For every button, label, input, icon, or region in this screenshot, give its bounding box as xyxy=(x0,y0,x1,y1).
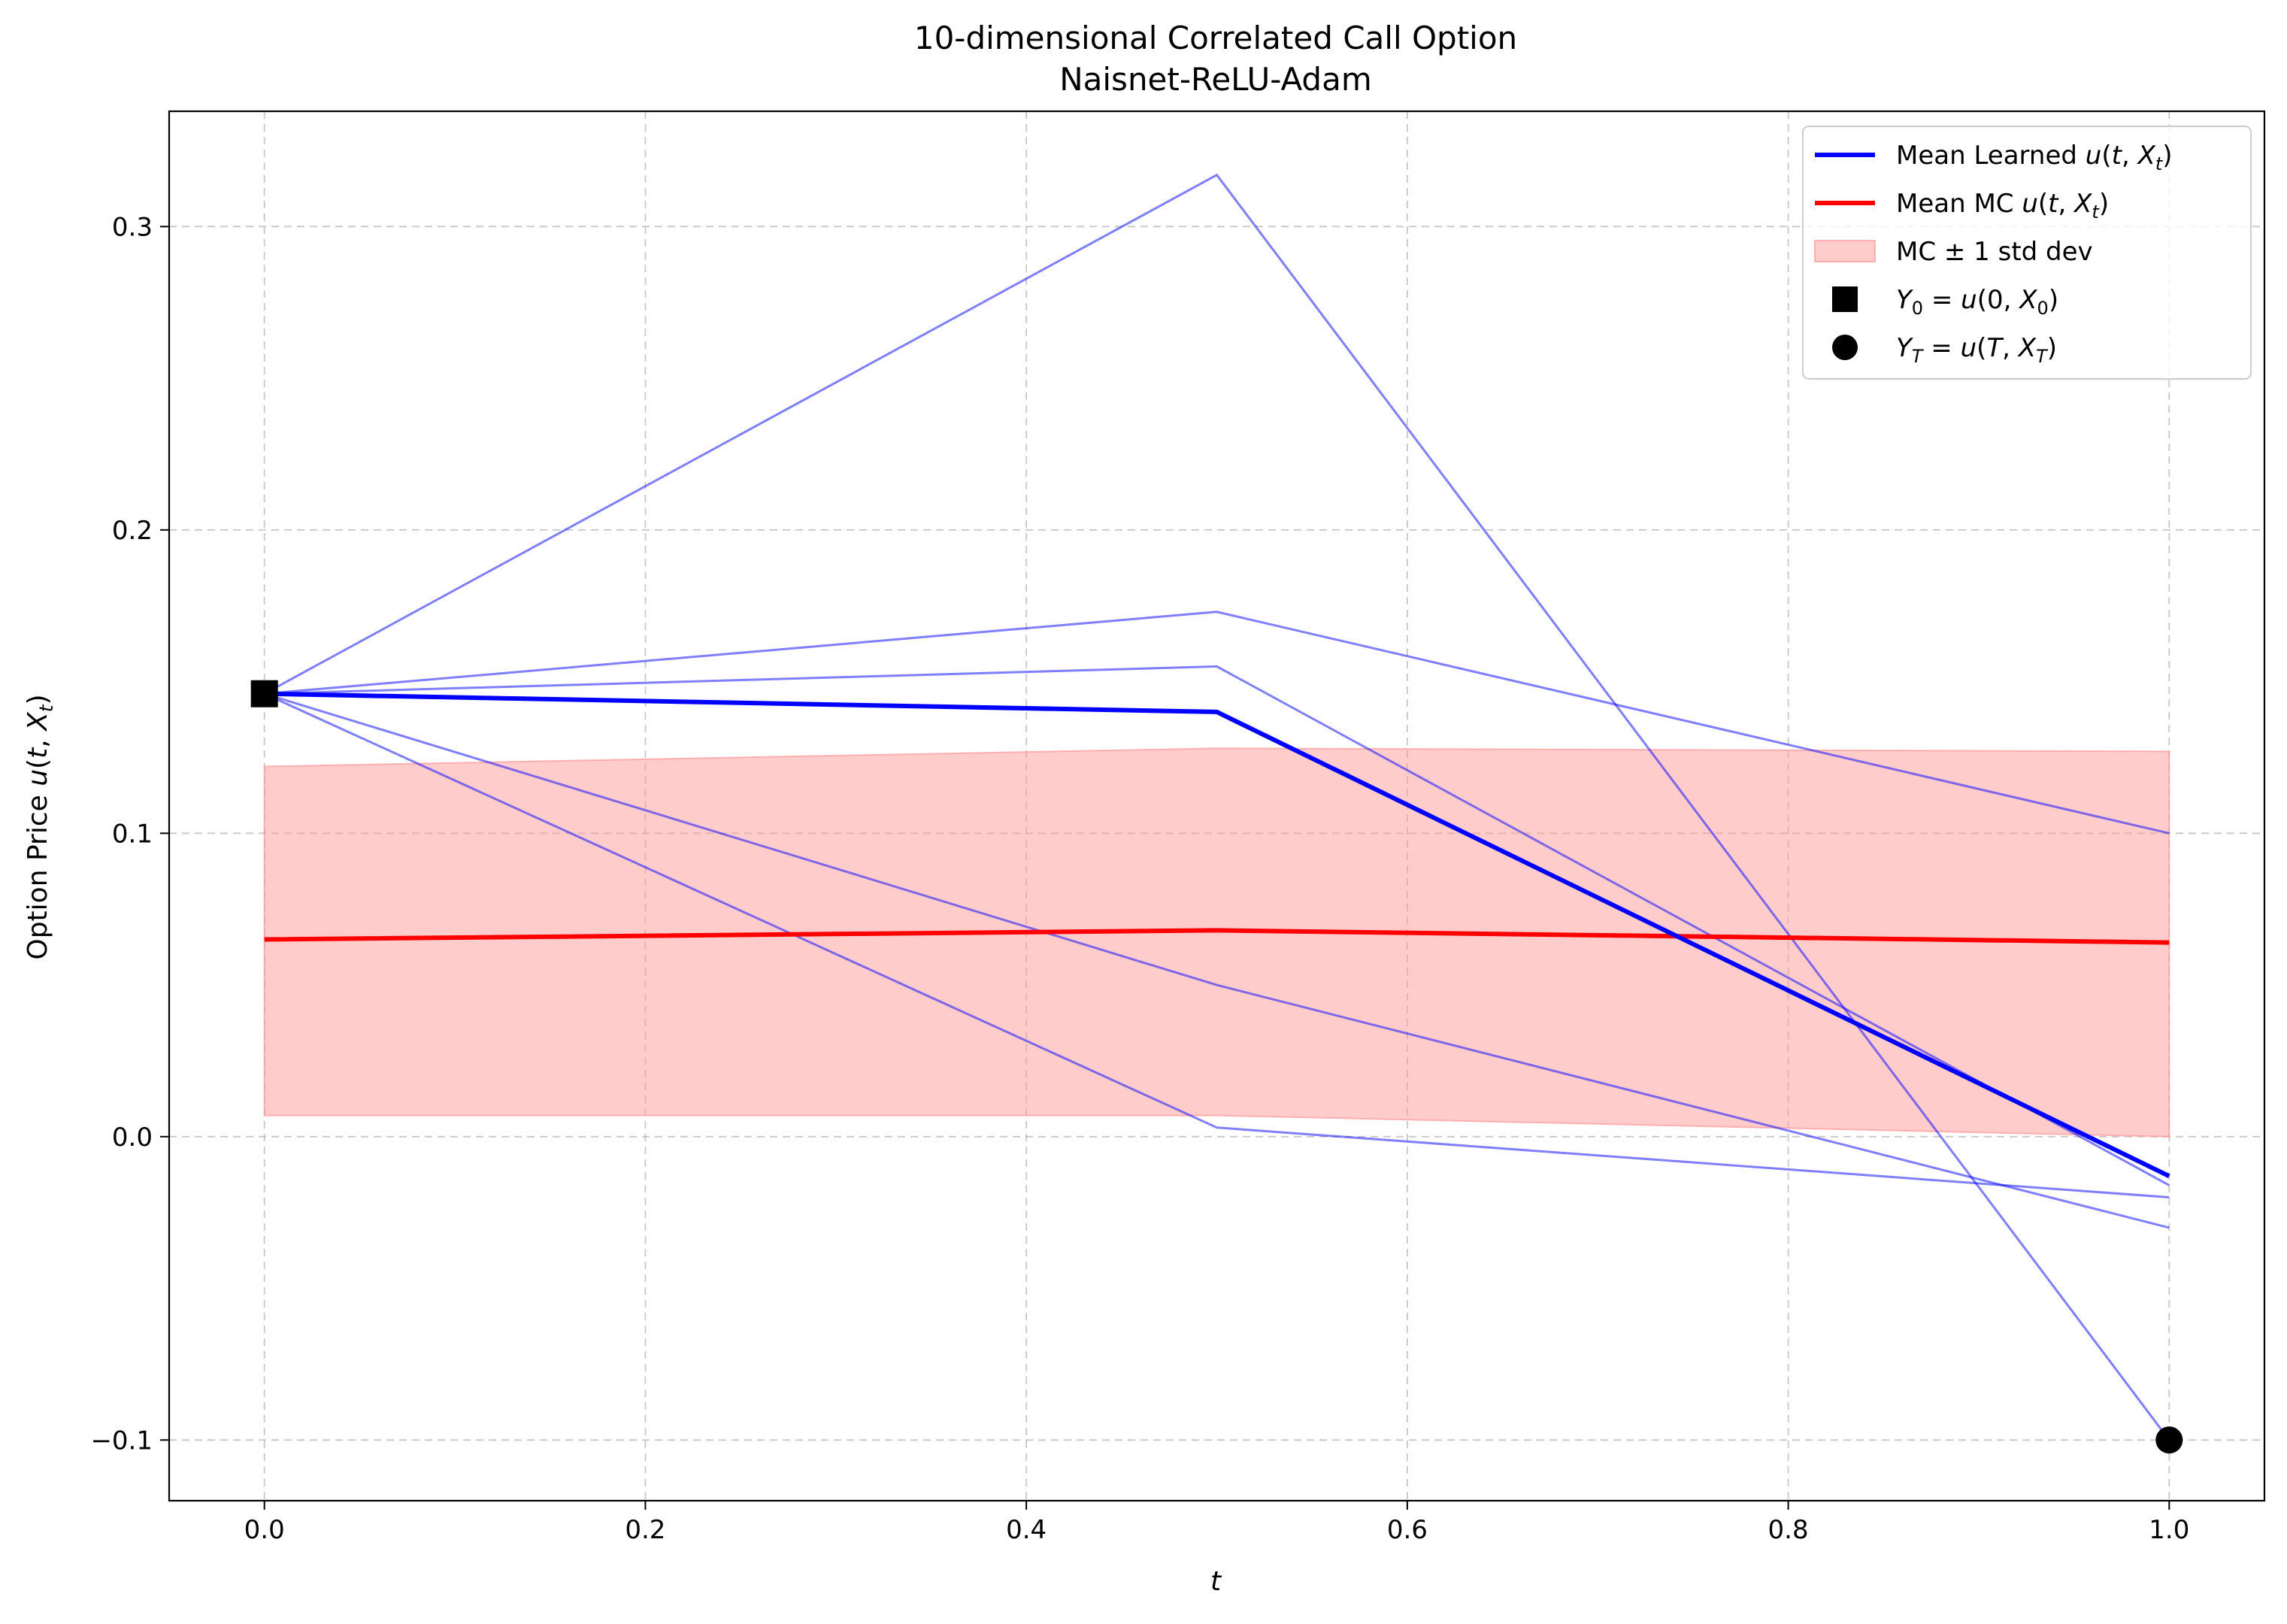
y-tick-label-4: 0.3 xyxy=(112,212,153,242)
legend-label-0-part-6: t xyxy=(2155,153,2164,174)
legend-label-4-part-5: T xyxy=(1986,333,2004,363)
y-label-open: ( xyxy=(23,759,53,769)
legend-label-3-part-3: u xyxy=(1961,285,1977,315)
legend-label-1-part-2: ( xyxy=(2038,189,2048,219)
legend-label-3-part-5: X xyxy=(2018,285,2037,315)
legend-label-3-part-1: 0 xyxy=(1912,298,1923,319)
legend-label-1-part-1: u xyxy=(2022,189,2038,219)
legend-label-0-part-5: X xyxy=(2137,141,2156,171)
plot-frame xyxy=(168,110,2266,1502)
legend: Mean Learned u(t, Xt)Mean MC u(t, Xt)MC … xyxy=(1802,126,2252,380)
legend-label-0-part-3: t xyxy=(2112,141,2123,171)
y-label-arg2: X xyxy=(23,711,53,732)
x-tick-label-4: 0.8 xyxy=(1768,1515,1809,1545)
legend-label-3-part-6: 0 xyxy=(2037,298,2049,319)
sample-path-4 xyxy=(264,692,2170,1198)
legend-label-4: YT = u(T, XT) xyxy=(1896,333,2057,367)
x-axis-label: t xyxy=(1210,1566,1222,1597)
y-tick-label-0: −0.1 xyxy=(90,1426,153,1456)
legend-label-1-part-3: t xyxy=(2048,189,2059,219)
x-tick-label-5: 1.0 xyxy=(2149,1515,2189,1545)
y-tick-label-3: 0.2 xyxy=(112,516,153,546)
legend-label-0-part-0: Mean Learned xyxy=(1896,141,2086,171)
y-label-func: u xyxy=(23,769,53,786)
series-layer xyxy=(264,691,2170,1178)
legend-label-1: Mean MC u(t, Xt) xyxy=(1896,189,2109,223)
yt-circle-marker xyxy=(2155,1426,2183,1454)
y-tick-label-2: 0.1 xyxy=(112,819,153,849)
x-tick-label-1: 0.2 xyxy=(625,1515,665,1545)
mc-std-band xyxy=(263,747,2170,1138)
mean-learned-line xyxy=(264,691,2170,1178)
sample-paths-layer xyxy=(263,173,2170,1441)
legend-label-3-part-0: Y xyxy=(1896,285,1913,315)
legend-label-4-part-8: T xyxy=(2036,346,2049,367)
sample-path-2 xyxy=(264,665,2170,1186)
legend-label-1-part-6: t xyxy=(2092,201,2100,223)
legend-label-4-part-4: ( xyxy=(1977,333,1986,363)
x-tick-label-0: 0.0 xyxy=(244,1515,285,1545)
legend-label-4-part-9: ) xyxy=(2047,333,2057,363)
x-tick-label-2: 0.4 xyxy=(1006,1515,1047,1545)
legend-label-0-part-7: ) xyxy=(2162,141,2172,171)
legend-label-1-part-7: ) xyxy=(2099,189,2109,219)
legend-swatch-3 xyxy=(1832,286,1858,312)
sample-path-3 xyxy=(264,692,2170,1229)
chart-subtitle: Naisnet-ReLU-Adam xyxy=(1059,61,1372,98)
y0-square-marker xyxy=(250,680,278,707)
legend-label-3-part-4: (0, xyxy=(1977,285,2020,315)
legend-label-3: Y0 = u(0, X0) xyxy=(1896,285,2058,319)
legend-label-2-part-0: MC ± 1 std dev xyxy=(1896,237,2093,267)
legend-label-0-part-2: ( xyxy=(2101,141,2111,171)
x-tick-label-3: 0.6 xyxy=(1387,1515,1428,1545)
legend-label-1-part-5: X xyxy=(2073,189,2092,219)
legend-label-1-part-4: , xyxy=(2058,189,2075,219)
legend-label-1-part-0: Mean MC xyxy=(1896,189,2022,219)
y-label-arg2-sub: t xyxy=(35,704,57,712)
y-axis-label: Option Price u(t, Xt) xyxy=(23,694,57,959)
legend-swatch-2 xyxy=(1814,240,1876,262)
markers-layer xyxy=(250,680,2183,1454)
band-layer xyxy=(263,747,2170,1138)
legend-label-2: MC ± 1 std dev xyxy=(1896,237,2093,267)
chart-title: 10-dimensional Correlated Call Option xyxy=(914,20,1517,56)
legend-label-4-part-1: T xyxy=(1912,346,1925,367)
y-label-sep: , xyxy=(23,731,53,748)
sample-path-0 xyxy=(263,173,2170,1441)
mean-mc-line xyxy=(264,928,2170,945)
legend-label-4-part-6: , xyxy=(2002,333,2019,363)
legend-label-3-part-7: ) xyxy=(2049,285,2058,315)
legend-label-0-part-4: , xyxy=(2122,141,2138,171)
ticks-layer: 0.0 0.2 0.4 0.6 0.8 1.0 −0.1 0.0 0.1 0.2 0.3 xyxy=(90,212,2189,1545)
legend-label-4-part-2: = xyxy=(1922,333,1960,363)
legend-label-4-part-3: u xyxy=(1961,333,1977,363)
y-label-close: ) xyxy=(23,694,53,704)
legend-label-0: Mean Learned u(t, Xt) xyxy=(1896,141,2173,174)
legend-box xyxy=(1802,126,2252,380)
y-tick-label-1: 0.0 xyxy=(112,1123,153,1153)
legend-label-3-part-2: = xyxy=(1923,285,1961,315)
sample-path-1 xyxy=(264,611,2170,835)
legend-label-0-part-1: u xyxy=(2086,141,2102,171)
legend-swatch-4 xyxy=(1832,335,1858,360)
legend-label-4-part-0: Y xyxy=(1896,333,1913,363)
y-label-prefix: Option Price xyxy=(23,786,53,960)
legend-label-4-part-7: X xyxy=(2017,333,2037,363)
y-label-arg1: t xyxy=(23,747,53,759)
